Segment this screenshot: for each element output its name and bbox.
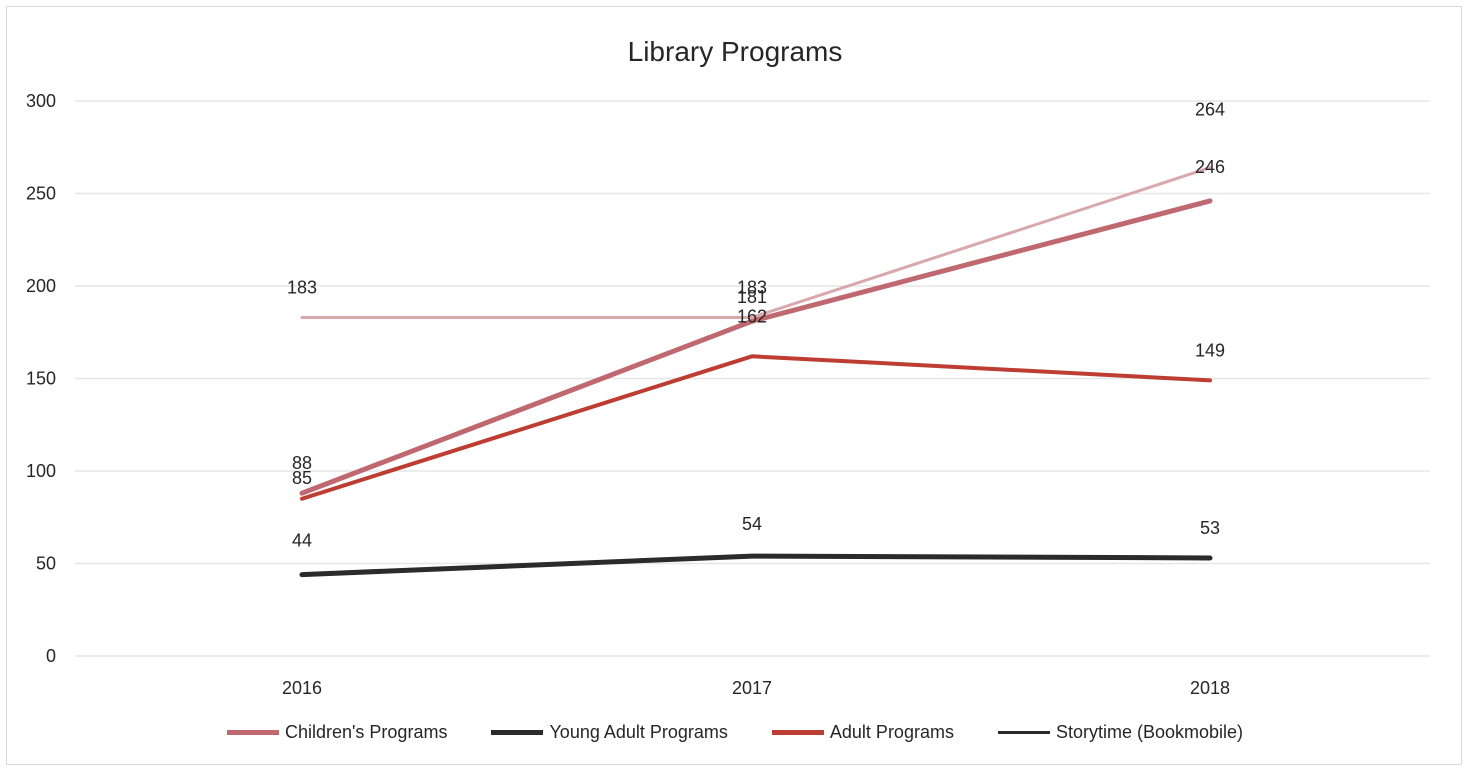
legend-label: Young Adult Programs [549,722,728,742]
series-lines [299,166,1213,578]
data-label: 44 [292,531,312,551]
legend-item-childrens-programs: Children's Programs [226,722,448,743]
data-label: 181 [737,287,767,307]
series-line-young-adult-programs [299,553,1213,578]
chart-legend: Children's Programs Young Adult Programs… [0,722,1470,743]
x-tick-label: 2017 [732,678,772,698]
x-tick-label: 2018 [1190,678,1230,698]
x-axis: 2016 2017 2018 [282,678,1230,698]
chart-title: Library Programs [627,36,843,67]
y-tick-label: 150 [26,369,56,389]
series-line-adult-programs [300,354,1212,501]
chart-frame [6,6,1462,765]
data-labels: 88 181 246 44 54 53 85 162 149 183 183 264 [287,100,1225,551]
data-label: 183 [737,277,767,297]
legend-swatch [771,730,824,735]
series-line-storytime-bookmobile [300,166,1212,319]
y-tick-label: 100 [26,461,56,481]
legend-swatch [491,730,544,735]
data-label: 88 [292,453,312,473]
y-tick-label: 250 [26,184,56,204]
legend-item-young-adult-programs: Young Adult Programs [491,722,728,743]
y-tick-label: 50 [36,554,56,574]
data-label: 246 [1195,157,1225,177]
data-label: 85 [292,468,312,488]
legend-item-storytime-bookmobile: Storytime (Bookmobile) [997,722,1244,743]
legend-label: Adult Programs [829,722,954,742]
x-tick-label: 2016 [282,678,322,698]
data-label: 54 [742,514,762,534]
data-label: 264 [1195,100,1225,120]
y-tick-label: 0 [46,646,56,666]
gridlines [75,100,1430,657]
data-label: 53 [1200,518,1220,538]
y-tick-label: 200 [26,276,56,296]
data-label: 149 [1195,340,1225,360]
legend-label: Storytime (Bookmobile) [1055,722,1244,742]
series-line-children-s-programs [299,198,1213,496]
legend-swatch [997,731,1050,734]
legend-item-adult-programs: Adult Programs [771,722,954,743]
legend-label: Children's Programs [284,722,448,742]
y-axis: 0 50 100 150 200 250 300 [26,91,56,666]
data-label: 183 [287,277,317,297]
legend-swatch [226,730,279,735]
data-label: 162 [737,306,767,326]
y-tick-label: 300 [26,91,56,111]
